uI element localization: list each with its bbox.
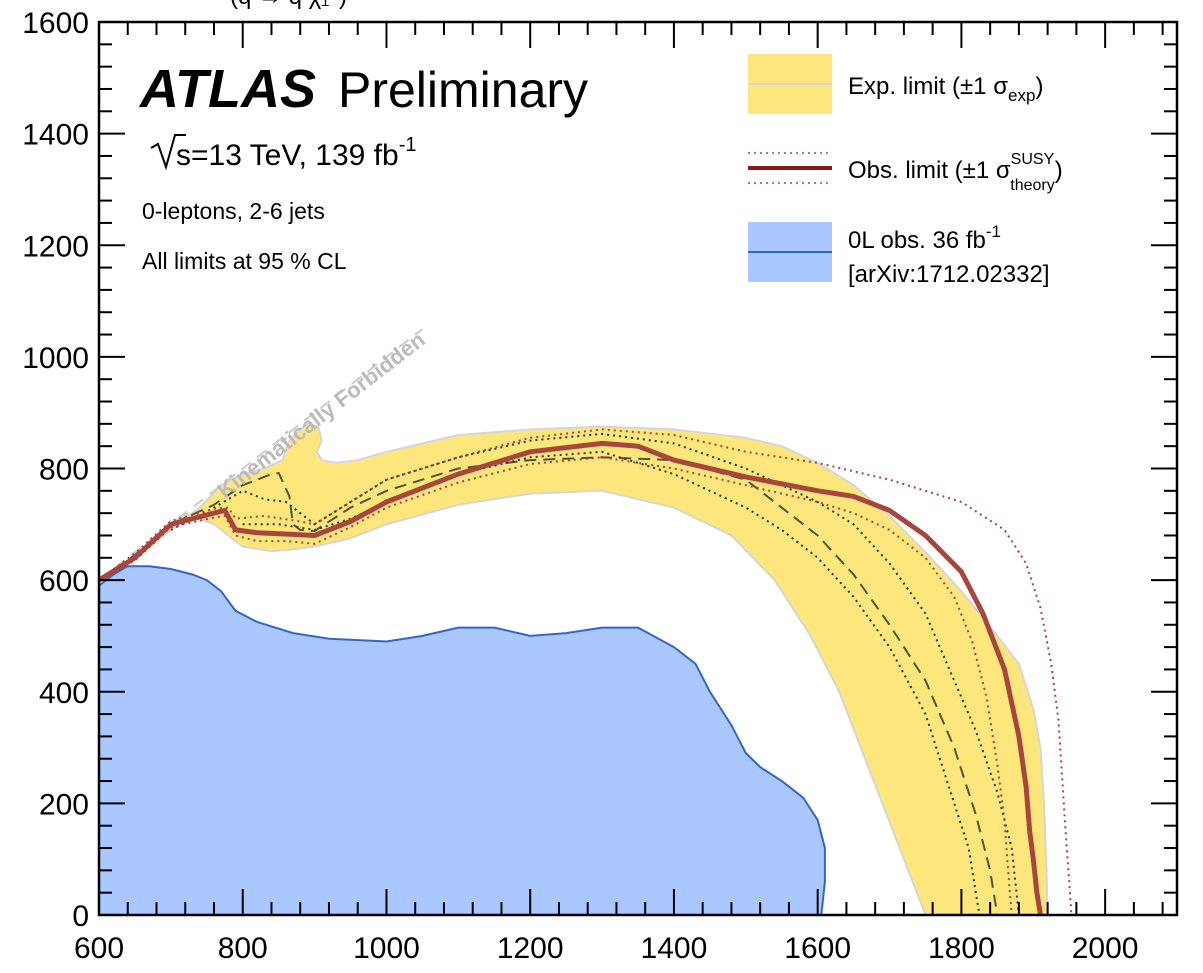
x-tick-label: 1000 bbox=[353, 932, 420, 965]
y-tick-label: 400 bbox=[39, 677, 89, 710]
x-tick-label: 1600 bbox=[784, 932, 851, 965]
y-tick-label: 0 bbox=[72, 900, 89, 933]
sqrt-sign bbox=[150, 134, 186, 171]
expected-limit-line bbox=[99, 456, 999, 915]
x-tick-label: 1200 bbox=[497, 932, 564, 965]
x-tick-label: 2000 bbox=[1072, 932, 1139, 965]
y-tick-label: 200 bbox=[39, 788, 89, 821]
observed-limit-line bbox=[99, 440, 1043, 915]
legend-old-exponent: -1 bbox=[986, 222, 1001, 241]
y-tick-label: 1000 bbox=[22, 342, 89, 375]
x-tick-label: 1400 bbox=[641, 932, 708, 965]
y-tick-label: 1400 bbox=[22, 119, 89, 152]
y-tick-label: 1600 bbox=[22, 7, 89, 40]
kinematic-diagonal-line bbox=[99, 328, 424, 581]
x-tick-labels: 600 800 1000 1200 1400 1600 1800 2000 bbox=[74, 932, 1139, 965]
energy-text: s=13 TeV, 139 fb bbox=[176, 139, 399, 172]
expected-limit-lower-dotted bbox=[242, 450, 981, 915]
legend-obs-label: Obs. limit (±1 σ bbox=[848, 157, 1011, 184]
y-tick-label: 600 bbox=[39, 565, 89, 598]
x-tick-label: 800 bbox=[218, 932, 268, 965]
old-observed-limit-area bbox=[99, 565, 826, 915]
y-tick-labels: 0 200 400 600 800 1000 1200 1400 1600 bbox=[22, 7, 89, 933]
expected-limit-upper-dotted bbox=[170, 432, 1020, 915]
preliminary-label: Preliminary bbox=[338, 62, 588, 118]
expected-limit-band bbox=[99, 422, 1049, 915]
svg-text:s=13 TeV, 139 fb-1: s=13 TeV, 139 fb-1 bbox=[176, 134, 417, 172]
y-tick-label: 1200 bbox=[22, 230, 89, 263]
legend-old-line2: [arXiv:1712.02332] bbox=[848, 261, 1049, 288]
cl-note: All limits at 95 % CL bbox=[142, 248, 347, 274]
legend-obs-sub: theory bbox=[1010, 177, 1054, 194]
lumi-exponent: -1 bbox=[399, 134, 417, 156]
legend-exp-label: Exp. limit (±1 σ bbox=[848, 73, 1008, 100]
y-axis-label: (q̃ → q χ̃₁⁰) bbox=[230, 0, 347, 10]
selection-label: 0-leptons, 2-6 jets bbox=[142, 198, 325, 224]
svg-text:0L obs. 36 fb-1: 0L obs. 36 fb-1 bbox=[848, 222, 1001, 254]
observed-limit-upper-dotted bbox=[99, 428, 1073, 915]
legend-exp-sub: exp bbox=[1008, 86, 1035, 105]
y-tick-label: 800 bbox=[39, 454, 89, 487]
svg-text:Exp. limit (±1 σexp): Exp. limit (±1 σexp) bbox=[848, 73, 1043, 105]
x-tick-label: 1800 bbox=[928, 932, 995, 965]
atlas-label: ATLAS bbox=[138, 59, 316, 119]
x-tick-label: 600 bbox=[74, 932, 124, 965]
axis-ticks bbox=[98, 21, 1177, 916]
legend-obs-sup: SUSY bbox=[1011, 151, 1055, 168]
legend: Exp. limit (±1 σexp) Obs. limit (±1 σSUS… bbox=[748, 54, 1063, 288]
legend-old-line1: 0L obs. 36 fb bbox=[848, 227, 986, 254]
energy-lumi-label: s=13 TeV, 139 fb-1 bbox=[150, 134, 417, 172]
